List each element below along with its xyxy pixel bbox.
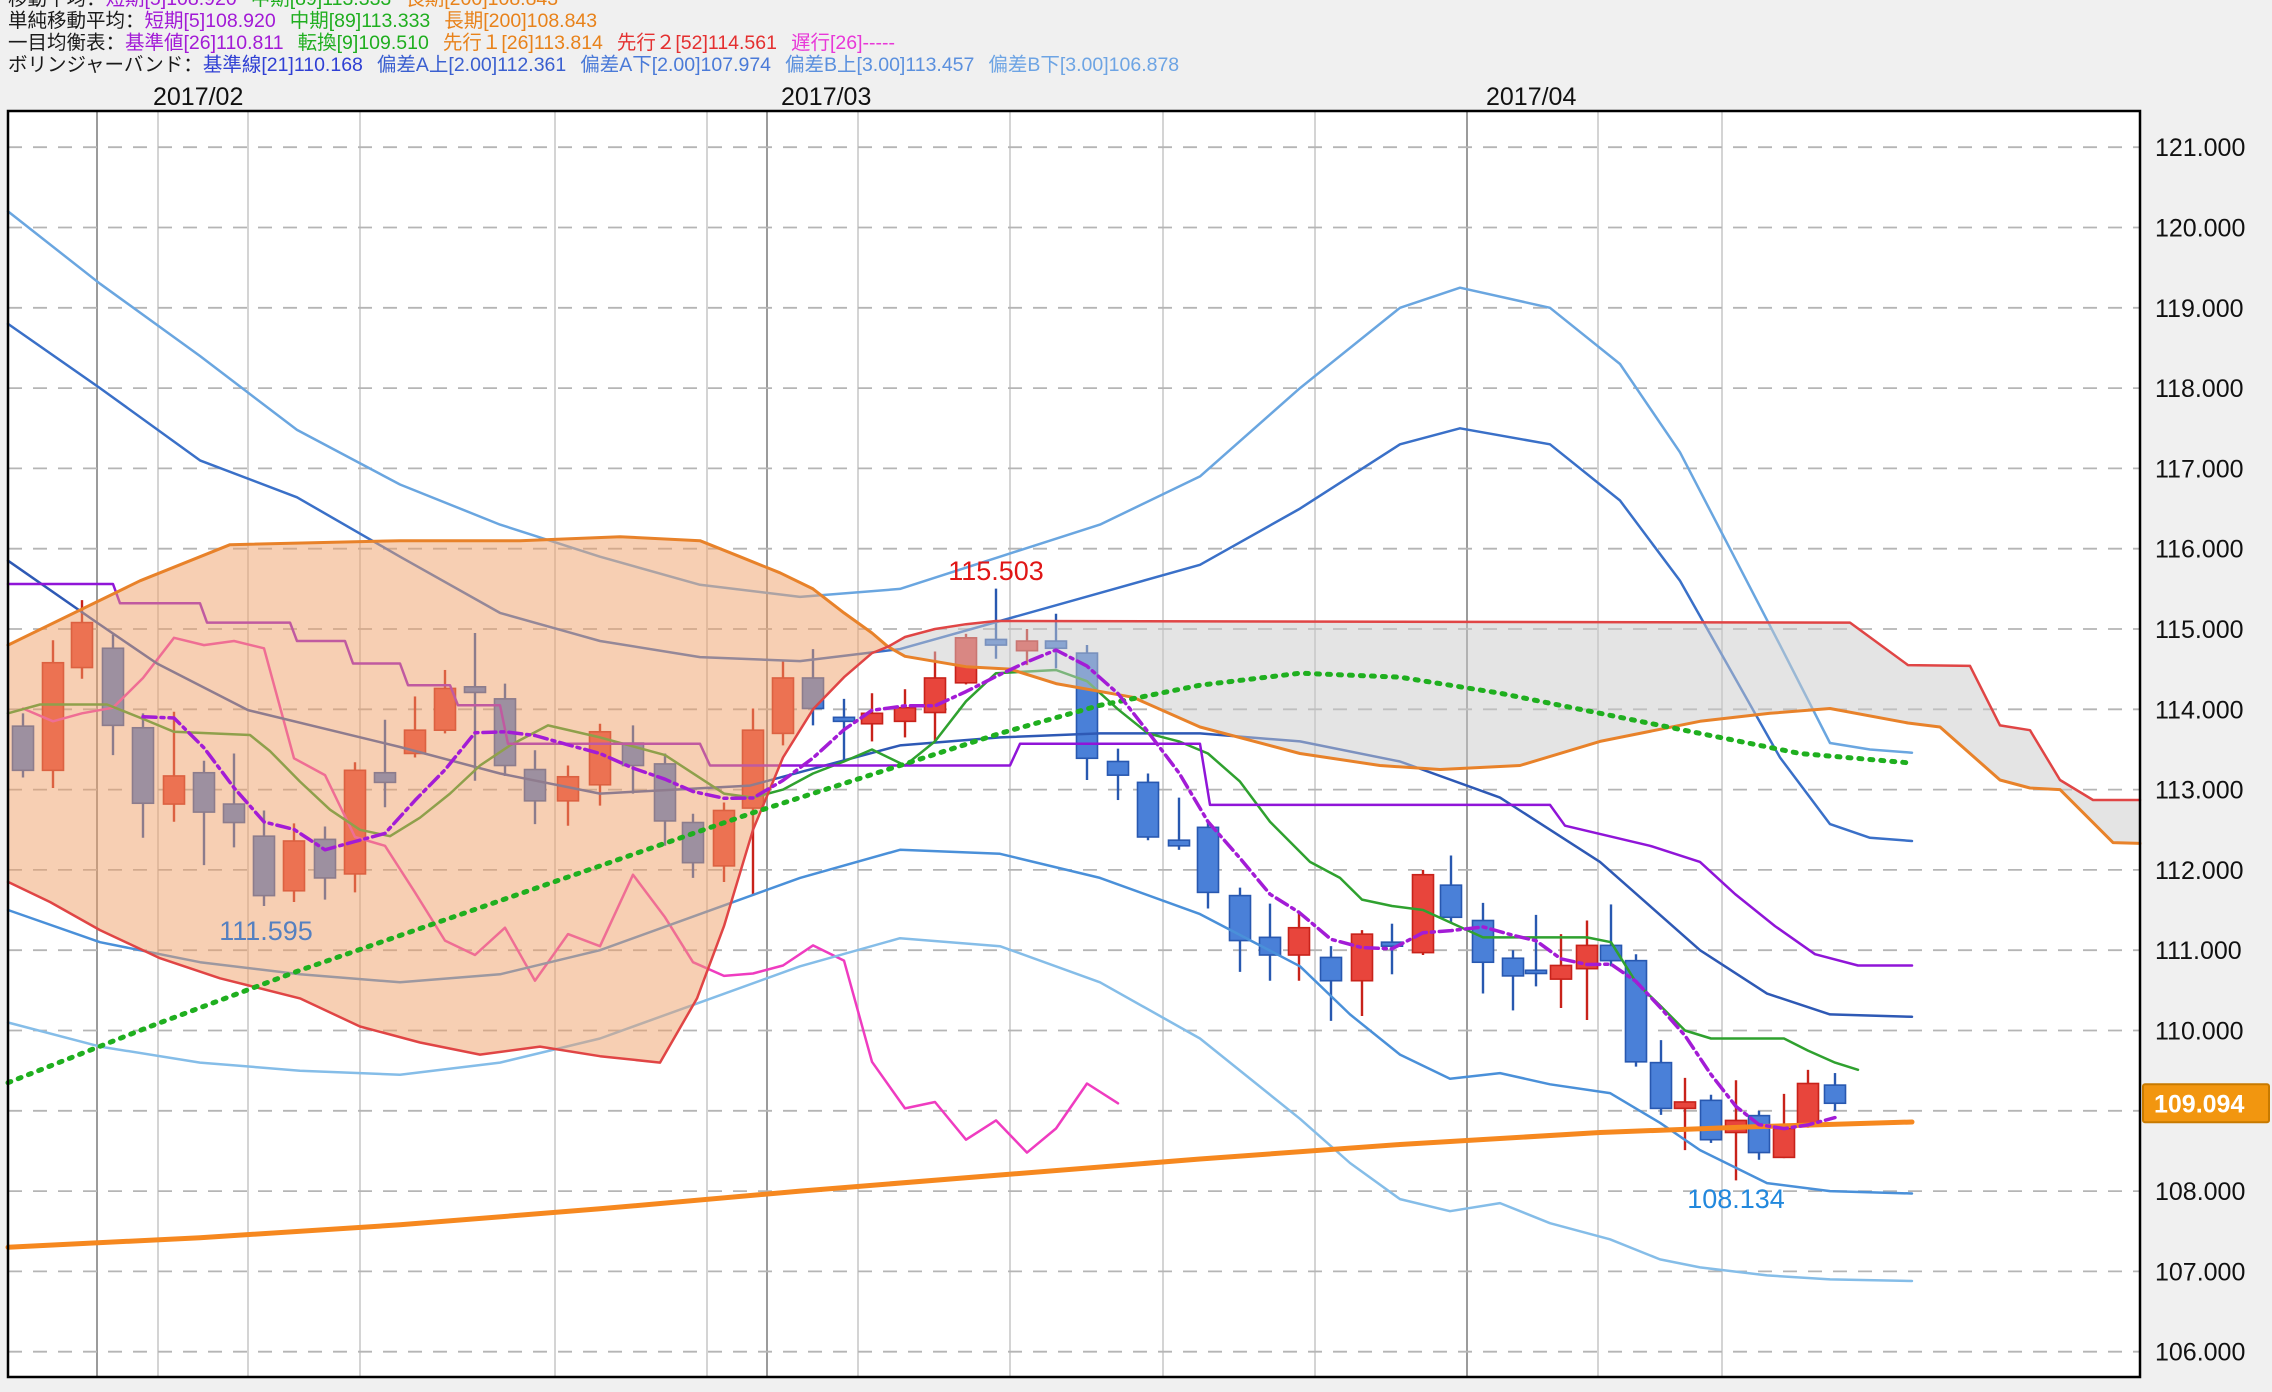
- y-axis-tick-label: 113.000: [2155, 777, 2244, 805]
- ichimoku-bear-cloud: [888, 621, 2140, 844]
- y-axis-tick-label: 111.000: [2155, 937, 2242, 965]
- candle-body: [832, 716, 856, 723]
- y-axis-tick-label: 116.000: [2155, 536, 2244, 564]
- y-axis-tick-label: 117.000: [2155, 455, 2244, 483]
- indicator-row-clipped: 移動平均：短期[5]108.920 中期[89]113.333 長期[200]108…: [8, 0, 1193, 10]
- y-axis-tick-label: 119.000: [2155, 295, 2244, 323]
- candle-body: [1287, 926, 1311, 956]
- y-axis-tick-label: 112.000: [2155, 857, 2244, 885]
- y-axis-tick-label: 108.000: [2155, 1178, 2245, 1206]
- indicator-row-sma: 単純移動平均：短期[5]108.920 中期[89]113.333 長期[200]1…: [8, 10, 1193, 32]
- indicator-value: 中期[89]113.333: [251, 0, 392, 10]
- indicator-value: 偏差B上[3.00]113.457: [785, 54, 975, 76]
- indicator-value: 先行１[26]113.814: [442, 32, 603, 54]
- candle-body: [1196, 826, 1220, 894]
- x-axis-month-label: 2017/02: [153, 83, 243, 111]
- candle-body: [893, 706, 917, 723]
- candle-body: [1106, 760, 1130, 776]
- indicator-row-label: 単純移動平均：: [8, 10, 145, 32]
- y-axis-tick-label: 118.000: [2155, 375, 2244, 403]
- candle-body: [1136, 781, 1160, 838]
- indicator-value: 遅行[26]-----: [790, 32, 895, 54]
- indicator-row-label: ボリンジャーバンド：: [8, 54, 203, 76]
- indicator-value: 基準値[26]110.811: [125, 32, 284, 54]
- low-annotation-apr: 108.134: [1687, 1184, 1785, 1214]
- indicator-value: 転換[9]109.510: [297, 32, 429, 54]
- indicator-header: 移動平均：短期[5]108.920中期[89]113.333長期[200]108…: [8, 0, 1193, 76]
- y-axis-tick-label: 107.000: [2155, 1258, 2245, 1286]
- indicator-value: 長期[200]108.843: [444, 10, 598, 32]
- candle-body: [1649, 1061, 1673, 1110]
- candle-body: [1699, 1099, 1723, 1141]
- indicator-value: 偏差A下[2.00]107.974: [580, 54, 772, 76]
- candle-body: [1350, 933, 1374, 982]
- low-annotation-feb: 111.595: [219, 916, 313, 946]
- indicator-value: 偏差B下[3.00]106.878: [988, 54, 1180, 76]
- indicator-row-bollinger: ボリンジャーバンド：基準線[21]110.168 偏差A上[2.00]112.36…: [8, 54, 1193, 76]
- bollinger-lower3-line: [6, 936, 1914, 1283]
- current-price-tag: [2142, 1083, 2270, 1124]
- candle-body: [1501, 957, 1525, 977]
- sma-mid-line: [5, 670, 1915, 1086]
- candle-body: [1439, 884, 1463, 919]
- y-axis-tick-label: 106.000: [2155, 1339, 2245, 1367]
- candle-body: [1796, 1082, 1820, 1125]
- indicator-value: 先行２[52]114.561: [616, 32, 777, 54]
- ichimoku-bull-cloud: [8, 536, 888, 1063]
- sma-short-line: [141, 648, 1837, 1131]
- y-axis-tick-label: 120.000: [2155, 215, 2245, 243]
- indicator-value: 偏差A上[2.00]112.361: [376, 54, 567, 76]
- candle-body: [1524, 969, 1548, 975]
- indicator-value: 短期[5]108.920: [144, 10, 276, 32]
- y-axis-tick-label: 115.000: [2155, 616, 2244, 644]
- high-annotation: 115.503: [948, 556, 1044, 586]
- plot-border: [6, 109, 2142, 1379]
- bollinger-upper3-line: [6, 210, 1914, 754]
- indicator-row-label: 移動平均：: [8, 0, 106, 10]
- candle-body: [1228, 894, 1252, 942]
- y-axis-tick-label: 121.000: [2155, 134, 2245, 162]
- candle-body: [1772, 1127, 1796, 1159]
- indicator-row-label: 一目均衡表：: [8, 32, 126, 54]
- candle-body: [1319, 956, 1343, 982]
- sma-long-line: [5, 1119, 1915, 1250]
- indicator-row-ichimoku: 一目均衡表：基準値[26]110.811 転換[9]109.510 先行１[26]1…: [8, 32, 1193, 54]
- candle-body: [1549, 964, 1573, 980]
- ichimoku-senkou-b-line: [6, 619, 2142, 1064]
- indicator-value: 長期[200]108.843: [405, 0, 558, 10]
- candle-body: [1673, 1101, 1697, 1110]
- x-axis-month-label: 2017/04: [1486, 83, 1576, 111]
- current-price-tag-label: 109.094: [2154, 1090, 2244, 1118]
- candle-body: [1167, 839, 1191, 847]
- indicator-value: 中期[89]113.333: [289, 10, 431, 32]
- x-axis-month-label: 2017/03: [781, 83, 871, 111]
- indicator-value: 基準線[21]110.168: [202, 54, 363, 76]
- candle-body: [1747, 1114, 1771, 1154]
- ichimoku-senkou-a-line: [6, 535, 2142, 845]
- candle-body: [1823, 1084, 1847, 1105]
- indicator-value: 短期[5]108.920: [106, 0, 237, 10]
- y-axis-tick-label: 110.000: [2155, 1018, 2244, 1046]
- candle-body: [1471, 919, 1495, 964]
- y-axis-tick-label: 114.000: [2155, 696, 2244, 724]
